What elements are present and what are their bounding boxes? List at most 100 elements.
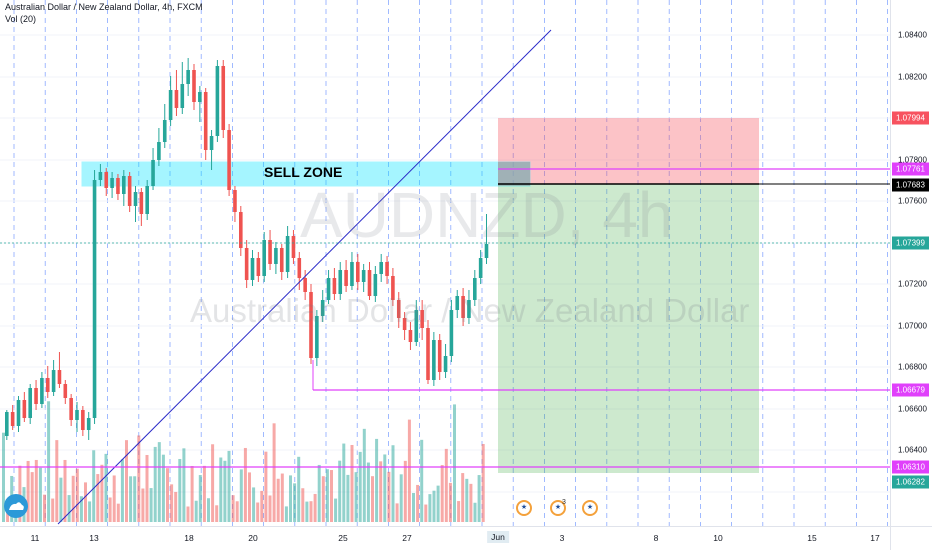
candle-body xyxy=(81,410,85,430)
candle-body xyxy=(69,398,73,420)
volume-bar xyxy=(88,501,92,522)
date-tick: 3 xyxy=(559,533,565,543)
volume-bar xyxy=(207,498,210,522)
candle-body xyxy=(274,248,278,264)
volume-bar xyxy=(366,462,370,522)
volume-bar xyxy=(321,476,325,522)
volume-bar xyxy=(481,443,485,522)
australia-flag-icon[interactable]: ★ xyxy=(582,500,598,516)
volume-bar xyxy=(18,465,22,522)
date-tick: 13 xyxy=(89,533,99,543)
volume-bar xyxy=(26,460,30,522)
trend-line xyxy=(57,29,552,525)
volume-bar xyxy=(268,495,272,522)
volume-bar xyxy=(71,475,75,522)
sell-zone-overlap xyxy=(498,162,530,186)
volume-bar xyxy=(141,488,145,522)
volume-bar xyxy=(473,502,477,522)
volume-bar xyxy=(157,442,161,522)
candle-body xyxy=(57,370,62,384)
candle-body xyxy=(443,356,448,372)
volume-bar xyxy=(461,473,465,522)
volume-bar xyxy=(477,475,481,522)
candle-body xyxy=(309,292,313,358)
volume-bar xyxy=(371,476,374,522)
chart-legend-title[interactable]: Australian Dollar / New Zealand Dollar, … xyxy=(5,2,203,12)
volume-bar xyxy=(399,474,403,522)
candle-body xyxy=(92,180,97,418)
price-chart[interactable] xyxy=(0,0,890,526)
volume-bar xyxy=(256,502,260,522)
australia-flag-icon[interactable]: ★ xyxy=(516,500,532,516)
volume-bar xyxy=(284,506,288,522)
price-tick: 1.06800 xyxy=(898,362,927,372)
volume-legend[interactable]: Vol (20) xyxy=(5,14,37,24)
sell-zone-label[interactable]: SELL ZONE xyxy=(264,164,343,180)
take-profit-price-tag: 1.06282 xyxy=(892,475,929,489)
volume-bar xyxy=(403,460,407,522)
candle-body xyxy=(420,310,424,328)
date-tick: 18 xyxy=(184,533,194,543)
candle-body xyxy=(268,240,272,264)
candle-body xyxy=(145,186,149,214)
volume-bar xyxy=(133,476,137,522)
volume-bar xyxy=(84,482,87,522)
volume-bar xyxy=(276,478,280,522)
candle-body xyxy=(297,258,302,278)
tradingview-logo-icon[interactable] xyxy=(4,494,28,518)
price-axis[interactable]: 1.08400 1.08200 1.07800 1.07600 1.07200 … xyxy=(890,0,932,526)
sell-zone-box xyxy=(81,161,531,187)
price-tick: 1.07800 xyxy=(898,155,927,165)
candle-body xyxy=(203,92,208,150)
candle-body xyxy=(338,270,343,294)
volume-bar xyxy=(174,491,178,522)
candle-body xyxy=(192,70,196,102)
candle-body xyxy=(437,340,442,372)
candle-body xyxy=(186,70,190,84)
volume-bar xyxy=(34,459,38,522)
candle-body xyxy=(174,90,179,108)
volume-bar xyxy=(317,464,321,522)
time-axis[interactable]: 11 13 18 20 25 27 3 8 10 15 17 Jun xyxy=(0,526,890,550)
volume-bar xyxy=(338,460,342,522)
axis-corner xyxy=(890,526,932,550)
candle-body xyxy=(256,258,261,276)
volume-bar xyxy=(120,459,124,522)
volume-bar xyxy=(108,497,112,522)
australia-flag-icon[interactable]: ★ xyxy=(550,500,566,516)
volume-bar xyxy=(248,472,251,522)
volume-bar xyxy=(428,494,432,522)
price-tick: 1.06400 xyxy=(898,445,927,455)
volume-bar xyxy=(231,495,235,522)
volume-bar xyxy=(202,465,206,522)
candle-body xyxy=(279,248,284,272)
volume-bar xyxy=(170,484,174,522)
volume-bar xyxy=(55,440,59,522)
date-tick-highlighted: Jun xyxy=(487,531,509,543)
candle-body xyxy=(432,340,436,380)
volume-bar xyxy=(51,498,55,522)
candle-body xyxy=(104,172,109,188)
candle-body xyxy=(244,248,249,280)
volume-bar xyxy=(350,444,354,522)
volume-bar xyxy=(305,501,309,522)
volume-bar xyxy=(309,501,313,522)
candle-body xyxy=(473,278,477,300)
candle-body xyxy=(116,178,120,194)
candle-body xyxy=(391,276,395,300)
price-tick: 1.06600 xyxy=(898,404,927,414)
volume-bars xyxy=(2,401,485,522)
candle-body xyxy=(34,388,38,404)
candle-body xyxy=(478,258,483,278)
candle-body xyxy=(22,400,27,418)
candle-body xyxy=(332,278,337,294)
volume-bar xyxy=(465,478,469,522)
candle-body xyxy=(320,300,325,316)
volume-bar xyxy=(301,488,305,522)
candle-body xyxy=(98,172,103,180)
volume-bar xyxy=(104,453,108,522)
candle-body xyxy=(63,384,68,398)
volume-bar xyxy=(153,446,157,522)
volume-bar xyxy=(243,447,247,522)
